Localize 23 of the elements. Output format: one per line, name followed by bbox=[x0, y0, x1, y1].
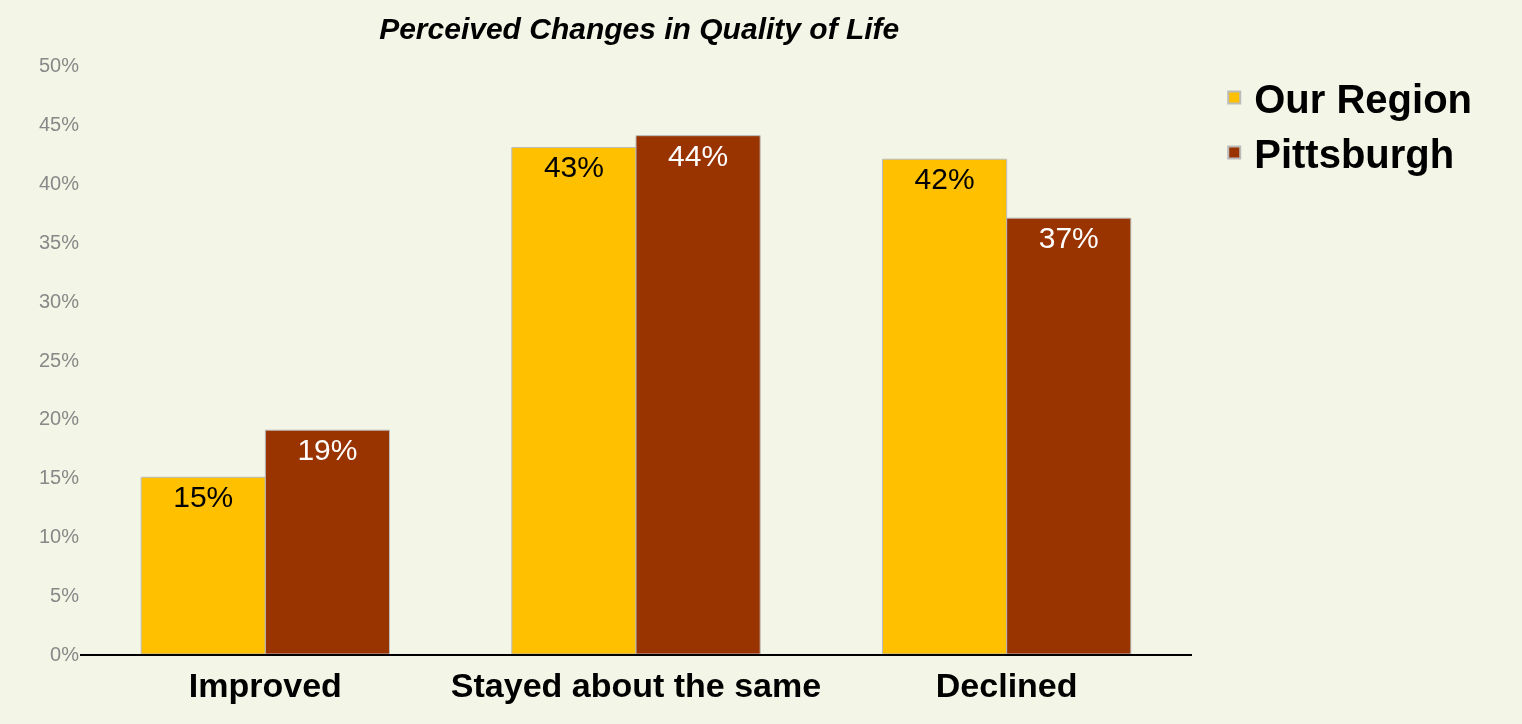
y-tick-label: 30% bbox=[38, 289, 80, 312]
y-tick-label: 20% bbox=[38, 407, 80, 430]
y-tick-label: 35% bbox=[38, 230, 80, 253]
text: 42% bbox=[914, 162, 975, 196]
text: 44% bbox=[668, 138, 729, 172]
text: 19% bbox=[297, 433, 358, 467]
y-tick-label: 10% bbox=[38, 525, 80, 548]
y-tick-label: 25% bbox=[38, 348, 80, 371]
text: 15% bbox=[173, 480, 234, 514]
x-tick-label: Improved bbox=[188, 665, 342, 704]
y-tick-label: 15% bbox=[38, 466, 80, 489]
y-tick-label: 50% bbox=[38, 54, 80, 76]
chart-title: Perceived Changes in Quality of Life bbox=[379, 12, 900, 46]
legend-label: Our Region bbox=[1254, 77, 1473, 122]
x-tick-label: Declined bbox=[935, 665, 1078, 704]
y-tick-label: 40% bbox=[38, 171, 80, 194]
text: 37% bbox=[1038, 221, 1099, 255]
x-tick-label: Stayed about the same bbox=[450, 665, 822, 704]
y-tick-label: 0% bbox=[50, 643, 80, 665]
legend-label: Pittsburgh bbox=[1254, 132, 1455, 177]
text: 43% bbox=[543, 150, 604, 184]
y-tick-label: 5% bbox=[50, 584, 80, 607]
y-tick-label: 45% bbox=[38, 112, 80, 135]
